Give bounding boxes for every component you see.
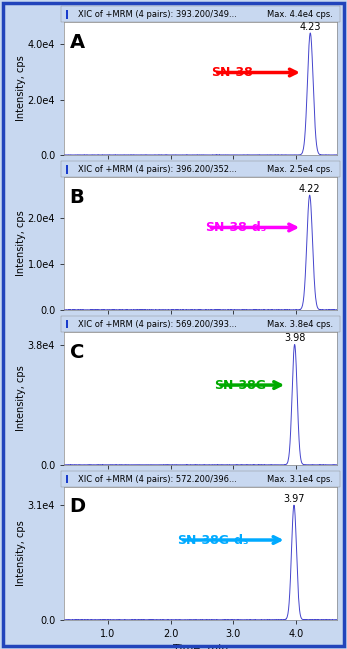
Text: C: C [70, 343, 84, 361]
Text: 4.22: 4.22 [299, 184, 321, 194]
Y-axis label: Intensity, cps: Intensity, cps [16, 365, 26, 431]
Text: XIC of +MRM (4 pairs): 393.200/349...: XIC of +MRM (4 pairs): 393.200/349... [78, 10, 237, 19]
Text: SN-38G-d₃: SN-38G-d₃ [177, 533, 248, 546]
X-axis label: Time, min: Time, min [173, 644, 228, 649]
Y-axis label: Intensity, cps: Intensity, cps [16, 520, 26, 586]
Text: SN-38-d₃: SN-38-d₃ [205, 221, 266, 234]
Text: XIC of +MRM (4 pairs): 569.200/393...: XIC of +MRM (4 pairs): 569.200/393... [78, 320, 237, 328]
Text: Max. 2.5e4 cps.: Max. 2.5e4 cps. [267, 165, 333, 174]
Text: Max. 4.4e4 cps.: Max. 4.4e4 cps. [267, 10, 333, 19]
Text: D: D [70, 498, 86, 517]
Text: 3.98: 3.98 [284, 334, 305, 343]
Y-axis label: Intensity, cps: Intensity, cps [16, 56, 26, 121]
Y-axis label: Intensity, cps: Intensity, cps [16, 210, 26, 276]
Text: XIC of +MRM (4 pairs): 572.200/396...: XIC of +MRM (4 pairs): 572.200/396... [78, 474, 237, 484]
Text: SN-38: SN-38 [211, 66, 253, 79]
Text: A: A [70, 32, 85, 52]
Text: Max. 3.8e4 cps.: Max. 3.8e4 cps. [267, 320, 333, 328]
Text: XIC of +MRM (4 pairs): 396.200/352...: XIC of +MRM (4 pairs): 396.200/352... [78, 165, 237, 174]
Text: 4.23: 4.23 [299, 22, 321, 32]
Text: SN-38G: SN-38G [214, 378, 266, 391]
Text: 3.97: 3.97 [283, 494, 305, 504]
Text: Max. 3.1e4 cps.: Max. 3.1e4 cps. [267, 474, 333, 484]
Text: B: B [70, 188, 84, 206]
